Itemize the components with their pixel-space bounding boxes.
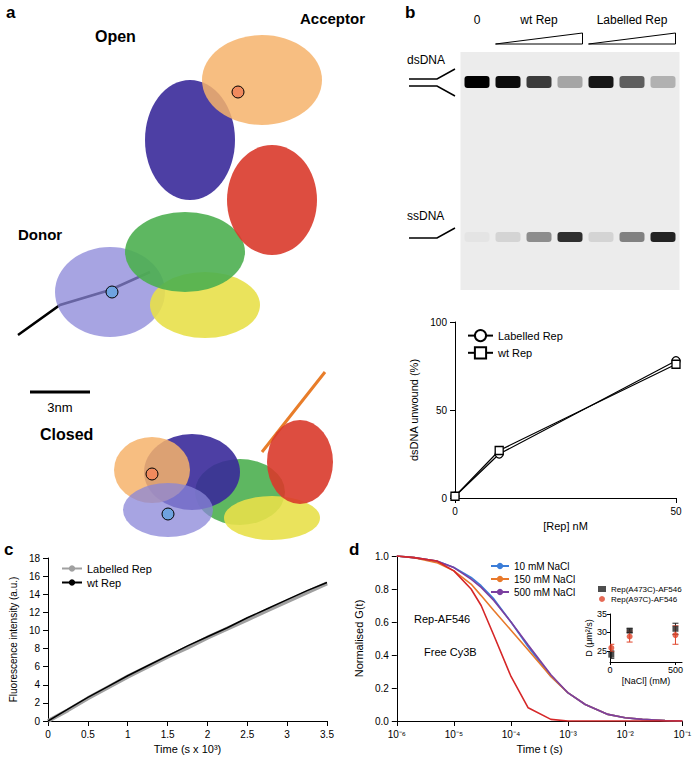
svg-text:50: 50 xyxy=(436,405,448,416)
svg-text:2.5: 2.5 xyxy=(240,729,254,740)
svg-text:Rep(A97C)-AF546: Rep(A97C)-AF546 xyxy=(611,595,678,604)
svg-text:14: 14 xyxy=(29,589,41,600)
svg-text:10⁻¹: 10⁻¹ xyxy=(674,729,692,740)
svg-text:500 mM NaCl: 500 mM NaCl xyxy=(514,587,575,598)
svg-text:wt Rep: wt Rep xyxy=(86,577,121,589)
svg-text:a: a xyxy=(6,3,16,22)
svg-text:Closed: Closed xyxy=(40,426,93,443)
svg-text:10⁻³: 10⁻³ xyxy=(559,729,577,740)
svg-text:[NaCl] (mM): [NaCl] (mM) xyxy=(622,676,671,686)
svg-text:35: 35 xyxy=(597,609,607,619)
svg-text:0.4: 0.4 xyxy=(375,650,389,661)
svg-text:Fluorescence intensity (a.u.): Fluorescence intensity (a.u.) xyxy=(8,577,19,703)
svg-text:10: 10 xyxy=(29,625,41,636)
svg-text:6: 6 xyxy=(34,661,40,672)
svg-text:ssDNA: ssDNA xyxy=(407,209,444,223)
svg-text:100: 100 xyxy=(430,317,447,328)
svg-text:0.0: 0.0 xyxy=(375,716,389,727)
svg-text:Rep(A473C)-AF546: Rep(A473C)-AF546 xyxy=(611,585,682,594)
html-text:c: c xyxy=(4,540,14,559)
svg-text:Time t (s): Time t (s) xyxy=(517,743,563,755)
svg-text:[Rep] nM: [Rep] nM xyxy=(543,520,588,532)
svg-text:12: 12 xyxy=(29,607,41,618)
svg-text:dsDNA: dsDNA xyxy=(407,53,445,67)
svg-text:30: 30 xyxy=(597,627,607,637)
svg-text:0: 0 xyxy=(441,493,447,504)
svg-text:0: 0 xyxy=(452,506,458,517)
svg-text:0.8: 0.8 xyxy=(375,584,389,595)
svg-text:0: 0 xyxy=(34,716,40,727)
svg-text:Rep-AF546: Rep-AF546 xyxy=(414,613,470,625)
svg-text:8: 8 xyxy=(34,643,40,654)
svg-text:Acceptor: Acceptor xyxy=(300,10,365,27)
svg-text:Donor: Donor xyxy=(18,226,62,243)
svg-text:10⁻²: 10⁻² xyxy=(616,729,634,740)
svg-text:25: 25 xyxy=(597,646,607,656)
svg-text:3: 3 xyxy=(284,729,290,740)
svg-text:0.5: 0.5 xyxy=(81,729,95,740)
svg-text:150 mM NaCl: 150 mM NaCl xyxy=(514,574,575,585)
svg-text:dsDNA unwound (%): dsDNA unwound (%) xyxy=(408,359,420,461)
svg-text:16: 16 xyxy=(29,571,41,582)
svg-text:Free Cy3B: Free Cy3B xyxy=(424,646,477,658)
svg-text:D (μm²/s): D (μm²/s) xyxy=(584,619,594,657)
svg-text:0.2: 0.2 xyxy=(375,683,389,694)
svg-text:1.5: 1.5 xyxy=(161,729,175,740)
svg-text:wt Rep: wt Rep xyxy=(497,347,532,359)
svg-text:10 mM NaCl: 10 mM NaCl xyxy=(514,561,570,572)
svg-text:0: 0 xyxy=(474,13,481,27)
svg-text:4: 4 xyxy=(34,679,40,690)
svg-text:0: 0 xyxy=(607,665,612,675)
svg-text:10⁻⁶: 10⁻⁶ xyxy=(388,729,406,740)
svg-text:0.6: 0.6 xyxy=(375,617,389,628)
svg-text:Normalised G(t): Normalised G(t) xyxy=(353,600,365,678)
svg-text:Time (s x 10³): Time (s x 10³) xyxy=(154,743,221,755)
svg-text:18: 18 xyxy=(29,553,41,564)
svg-text:1.0: 1.0 xyxy=(375,551,389,562)
svg-text:Labelled Rep: Labelled Rep xyxy=(87,563,152,575)
svg-text:10⁻⁵: 10⁻⁵ xyxy=(445,729,463,740)
svg-text:wt Rep: wt Rep xyxy=(519,13,558,27)
svg-text:50: 50 xyxy=(670,506,682,517)
svg-text:2: 2 xyxy=(34,697,40,708)
svg-text:10⁻⁴: 10⁻⁴ xyxy=(502,729,520,740)
svg-text:0: 0 xyxy=(45,729,51,740)
html-text:d: d xyxy=(349,540,360,559)
svg-text:Labelled Rep: Labelled Rep xyxy=(597,13,668,27)
svg-text:500: 500 xyxy=(668,665,683,675)
svg-text:2: 2 xyxy=(205,729,211,740)
svg-text:Open: Open xyxy=(95,28,136,45)
svg-text:1: 1 xyxy=(125,729,131,740)
svg-text:Labelled Rep: Labelled Rep xyxy=(498,330,563,342)
svg-text:b: b xyxy=(405,3,415,22)
svg-text:3nm: 3nm xyxy=(47,400,72,415)
svg-text:3.5: 3.5 xyxy=(320,729,334,740)
